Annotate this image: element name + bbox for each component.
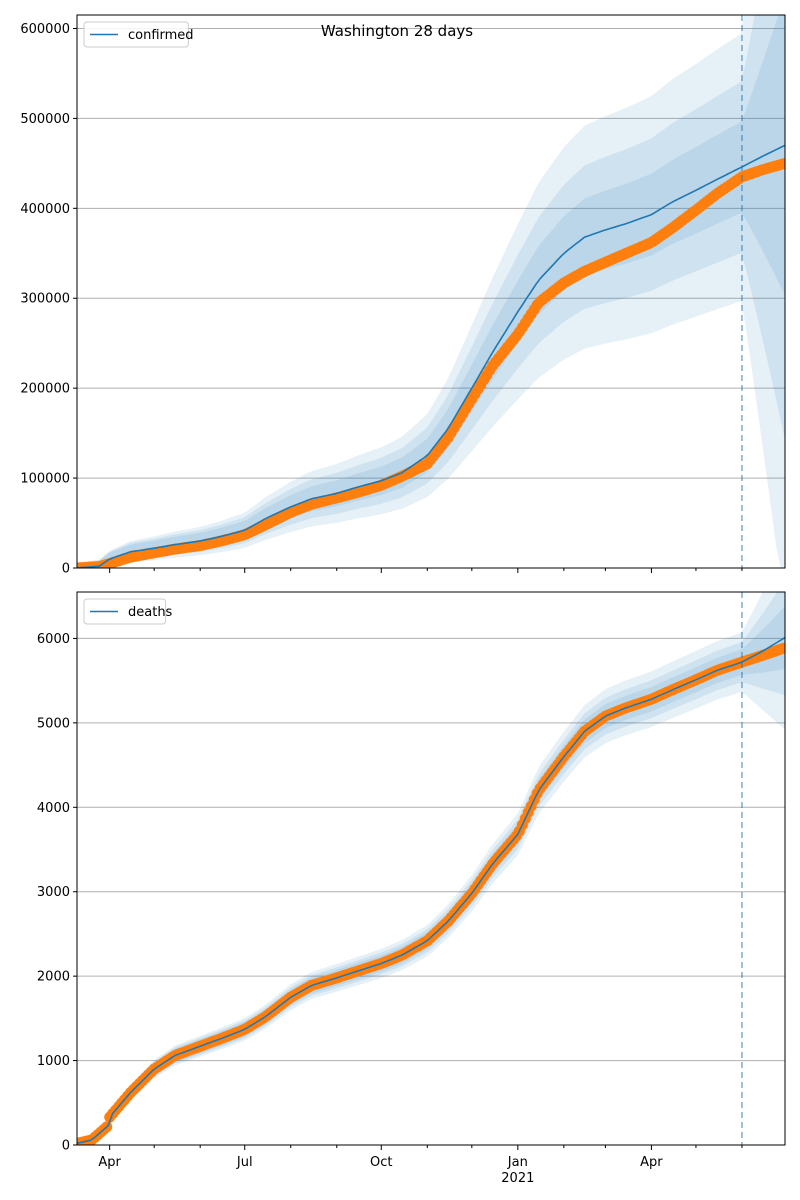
uncertainty-band [77,592,785,1145]
observed-point [778,642,785,654]
axes-frame [76,591,786,1146]
legend-label: deaths [128,605,173,620]
legend-box [83,21,189,48]
x-tick-label: Apr [98,1155,121,1170]
y-tick-label: 0 [62,1139,70,1154]
axes-frame [76,14,786,569]
plot-area [77,15,785,568]
chart-panel-1: 0 100000 200000 300000 400000 500000 600000 con… [20,14,786,577]
y-tick-label: 2000 [37,970,70,985]
x-tick-label: Apr [640,1155,663,1170]
y-tick-label: 1000 [37,1054,70,1069]
y-tick-label: 200000 [20,382,70,397]
y-tick-label: 600000 [20,22,70,37]
figure-title: Washington 28 days [321,22,473,40]
x-tick-label: Jul [236,1155,253,1170]
series-line-confirmed [77,144,785,568]
x-tick-label: Oct [370,1155,392,1170]
x-tick-label: Jan [507,1155,528,1170]
x-year-label: 2021 [501,1171,534,1186]
y-tick-label: 3000 [37,885,70,900]
chart-panel-2: 0 1000 2000 3000 4000 5000 6000 Apr Jul Oct Jan Apr… [37,591,786,1186]
y-tick-label: 100000 [20,472,70,487]
legend: deaths [83,598,173,625]
uncertainty-band [77,606,785,1145]
observed-point [778,158,785,170]
y-tick-label: 0 [62,562,70,577]
y-tick-label: 400000 [20,202,70,217]
uncertainty-band [77,15,785,568]
legend-box [83,598,167,625]
series-line-deaths [77,636,785,1145]
legend-label: confirmed [128,28,194,43]
y-tick-label: 300000 [20,292,70,307]
legend: confirmed [83,21,194,48]
plot-area [77,592,785,1145]
y-tick-label: 500000 [20,112,70,127]
y-tick-label: 5000 [37,716,70,731]
y-tick-label: 4000 [37,801,70,816]
uncertainty-band [77,592,785,1145]
y-tick-label: 6000 [37,632,70,647]
